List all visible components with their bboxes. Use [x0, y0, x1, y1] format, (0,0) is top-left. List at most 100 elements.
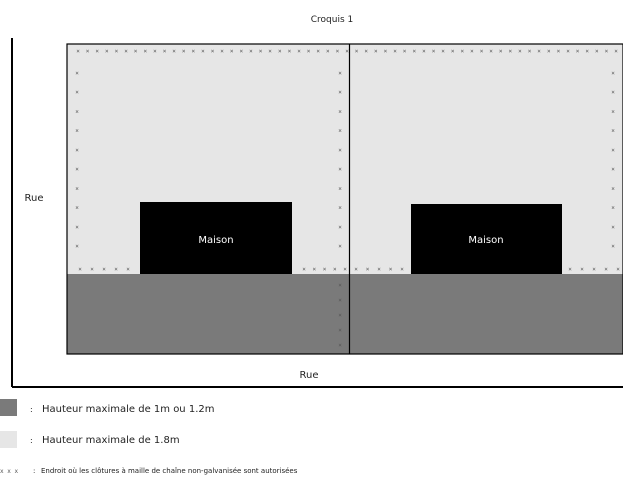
- fence-x-mark: ×: [377, 266, 381, 273]
- fence-x-mark: ×: [611, 224, 615, 231]
- fence-x-mark: ×: [460, 48, 464, 55]
- legend-light-swatch: [0, 431, 17, 448]
- fence-x-mark: ×: [143, 48, 147, 55]
- fence-x-mark: ×: [400, 266, 404, 273]
- street-label-left: Rue: [25, 193, 44, 204]
- fence-x-mark: ×: [307, 48, 311, 55]
- fence-x-mark: ×: [345, 48, 349, 55]
- fence-x-mark: ×: [220, 48, 224, 55]
- fence-x-mark: ×: [75, 147, 79, 154]
- fence-x-mark: ×: [338, 166, 342, 173]
- fence-x-mark: ×: [338, 297, 342, 304]
- fence-x-mark: ×: [338, 282, 342, 289]
- fence-x-mark: ×: [338, 89, 342, 96]
- fence-x-mark: ×: [278, 48, 282, 55]
- fence-x-mark: ×: [364, 48, 368, 55]
- fence-x-mark: ×: [480, 48, 484, 55]
- fence-x-mark: ×: [412, 48, 416, 55]
- fence-x-mark: ×: [338, 70, 342, 77]
- fence-x-mark: ×: [343, 266, 347, 273]
- fence-x-mark: ×: [338, 108, 342, 115]
- fence-x-mark: ×: [124, 48, 128, 55]
- fence-x-mark: ×: [338, 128, 342, 135]
- lot-2-frontyard-zone: [350, 274, 623, 354]
- legend-separator-1: :: [30, 405, 33, 414]
- fence-x-mark: ×: [537, 48, 541, 55]
- fence-x-mark: ×: [585, 48, 589, 55]
- lot-2: Maison: [350, 44, 623, 354]
- legend-separator-3: :: [33, 467, 35, 475]
- fence-x-mark: ×: [249, 48, 253, 55]
- fence-x-mark: ×: [611, 89, 615, 96]
- fence-x-mark: ×: [338, 185, 342, 192]
- lot-1-house-label: Maison: [198, 235, 233, 246]
- fence-x-mark: ×: [355, 48, 359, 55]
- fence-x-mark: ×: [76, 48, 80, 55]
- legend-dark-swatch: [0, 399, 17, 416]
- fence-x-mark: ×: [105, 48, 109, 55]
- fence-x-mark: ×: [114, 266, 118, 273]
- fence-x-mark: ×: [338, 327, 342, 334]
- fence-x-mark: ×: [374, 48, 378, 55]
- fence-x-mark: ×: [441, 48, 445, 55]
- fence-x-mark: ×: [614, 48, 618, 55]
- fence-x-mark: ×: [566, 48, 570, 55]
- legend-text-fence: Endroit où les clôtures à maille de chaî…: [41, 467, 298, 475]
- fence-x-mark: ×: [102, 266, 106, 273]
- fence-x-mark: ×: [366, 266, 370, 273]
- fence-x-mark: ×: [338, 224, 342, 231]
- fence-x-mark: ×: [75, 243, 79, 250]
- fence-x-mark: ×: [78, 266, 82, 273]
- fence-x-mark: ×: [518, 48, 522, 55]
- fence-x-mark: ×: [333, 266, 337, 273]
- fence-x-mark: ×: [393, 48, 397, 55]
- legend-text-dark: Hauteur maximale de 1m ou 1.2m: [42, 404, 214, 415]
- fence-x-mark: ×: [403, 48, 407, 55]
- fence-x-mark: ×: [297, 48, 301, 55]
- fence-x-mark: ×: [611, 185, 615, 192]
- fence-x-mark: ×: [611, 70, 615, 77]
- lot-2-house-label: Maison: [468, 235, 503, 246]
- fence-x-mark: ×: [115, 48, 119, 55]
- sketch-title: Croquis 1: [311, 15, 354, 25]
- fence-x-mark: ×: [75, 185, 79, 192]
- fence-x-mark: ×: [163, 48, 167, 55]
- fence-x-mark: ×: [595, 48, 599, 55]
- fence-x-mark: ×: [611, 108, 615, 115]
- fence-x-mark: ×: [451, 48, 455, 55]
- fence-x-mark: ×: [302, 266, 306, 273]
- fence-x-mark: ×: [268, 48, 272, 55]
- fence-x-mark: ×: [576, 48, 580, 55]
- fence-x-mark: ×: [338, 312, 342, 319]
- street-label-bottom: Rue: [300, 370, 319, 381]
- fence-x-mark: ×: [126, 266, 130, 273]
- fence-x-mark: ×: [338, 243, 342, 250]
- fence-x-mark: ×: [432, 48, 436, 55]
- fence-x-mark: ×: [75, 108, 79, 115]
- legend-separator-2: :: [30, 436, 33, 445]
- fence-x-mark: ×: [604, 266, 608, 273]
- fence-x-mark: ×: [75, 224, 79, 231]
- lot-1-frontyard-zone: [67, 274, 349, 354]
- fence-x-mark: ×: [75, 70, 79, 77]
- fence-x-mark: ×: [611, 147, 615, 154]
- fence-x-mark: ×: [384, 48, 388, 55]
- fence-x-mark: ×: [336, 48, 340, 55]
- fence-x-mark: ×: [75, 205, 79, 212]
- fence-x-mark: ×: [528, 48, 532, 55]
- fence-x-mark: ×: [191, 48, 195, 55]
- fence-x-mark: ×: [616, 266, 620, 273]
- fence-x-mark: ×: [211, 48, 215, 55]
- legend-text-light: Hauteur maximale de 1.8m: [42, 435, 180, 446]
- fence-x-mark: ×: [499, 48, 503, 55]
- fence-x-mark: ×: [557, 48, 561, 55]
- fence-x-mark: ×: [338, 342, 342, 349]
- fence-x-mark: ×: [568, 266, 572, 273]
- fence-x-mark: ×: [592, 266, 596, 273]
- fence-x-mark: ×: [134, 48, 138, 55]
- fence-x-mark: ×: [605, 48, 609, 55]
- fence-x-mark: ×: [90, 266, 94, 273]
- fence-x-mark: ×: [75, 166, 79, 173]
- fence-x-mark: ×: [239, 48, 243, 55]
